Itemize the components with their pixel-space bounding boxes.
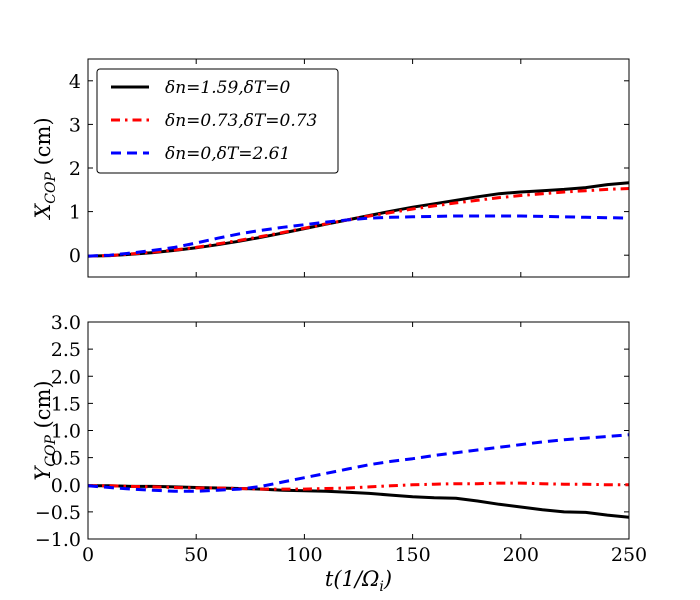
x-axis-title-tail: ) <box>383 567 392 591</box>
series-line-2 <box>88 433 629 493</box>
x-tick-label: 250 <box>611 544 647 566</box>
y-tick-label: 4 <box>69 71 81 93</box>
y-tick-label: 0.0 <box>51 475 81 497</box>
legend-label-1: δn=0.73,δT=0.73 <box>165 111 317 131</box>
y-tick-label: 3 <box>69 114 81 136</box>
y-axis-title-unit: (cm) <box>31 380 55 435</box>
y-tick-label: 1 <box>69 202 81 224</box>
legend-label-2: δn=0,δT=2.61 <box>165 144 290 164</box>
y-axis-title: YCOP (cm) <box>31 380 59 480</box>
y-tick-label: 0.5 <box>51 448 81 470</box>
y-axis-title-sub: COP <box>43 172 59 204</box>
y-tick-label: 1.0 <box>51 421 81 443</box>
x-tick-label: 150 <box>394 544 430 566</box>
series-line-1 <box>88 187 629 258</box>
y-axis-title-sub: COP <box>43 435 59 467</box>
panel-x-cop: 0 1 2 3 4 XCOP (cm) δn=1.59,δT=0 δn=0.73,δT=0.7… <box>31 58 630 278</box>
x-axis-title: t(1/Ωi) <box>325 567 392 595</box>
y-axis-title-main: Y <box>31 465 55 481</box>
x-tick-label: 0 <box>82 544 94 566</box>
y-tick-label: 2 <box>69 158 81 180</box>
legend: δn=1.59,δT=0 δn=0.73,δT=0.73 δn=0,δT=2.61 <box>96 68 339 174</box>
x-axis-title-sub: i <box>379 579 383 595</box>
y-tick-label: 0 <box>69 245 81 267</box>
series-line-1 <box>88 481 629 491</box>
x-tick-label: 50 <box>184 544 208 566</box>
axes-frame <box>87 58 630 278</box>
legend-label-0: δn=1.59,δT=0 <box>165 78 291 98</box>
y-tick-label: 1.5 <box>51 393 81 415</box>
x-tick-label: 200 <box>503 544 539 566</box>
y-tick-label: −0.5 <box>35 502 81 524</box>
panel-y-cop: −1.0 −0.5 0.0 0.5 1.0 1.5 2.0 2.5 3.0 0 50 100 150 20… <box>31 312 647 595</box>
axes-frame <box>87 321 630 540</box>
y-tick-label: 2.0 <box>51 366 81 388</box>
y-axis-title-unit: (cm) <box>31 117 55 172</box>
legend-box <box>96 68 339 174</box>
y-tick-label: 3.0 <box>51 312 81 334</box>
y-axis-title: XCOP (cm) <box>31 117 59 220</box>
y-axis-title-main: X <box>31 203 55 221</box>
y-tick-label: −1.0 <box>35 529 81 551</box>
y-tick-label: 2.5 <box>51 339 81 361</box>
x-tick-label: 100 <box>286 544 322 566</box>
series-line-2 <box>88 214 629 258</box>
x-axis-title-main: t(1/Ω <box>325 567 379 591</box>
